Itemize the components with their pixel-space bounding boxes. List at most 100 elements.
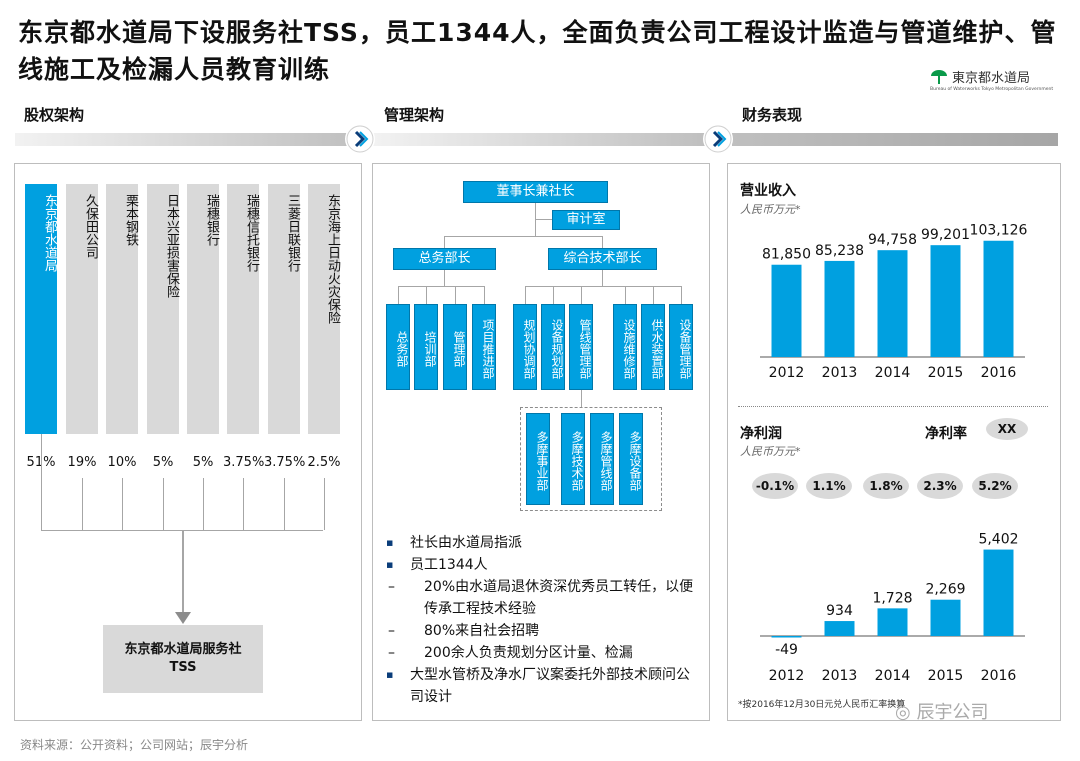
bar (983, 549, 1014, 636)
data-label: 85,238 (815, 243, 864, 259)
dept-box: 多摩管线部 (590, 413, 614, 505)
tick-label: 2013 (822, 365, 858, 381)
tss-target-box: 东京都水道局服务社 TSS (103, 625, 263, 693)
connector (681, 286, 682, 304)
tick-label: 2012 (769, 668, 805, 684)
connector (444, 236, 445, 248)
bar (983, 240, 1014, 357)
connector (82, 478, 83, 530)
tick-label: 2014 (875, 668, 911, 684)
tama-group (520, 407, 662, 511)
logo-subtitle: Bureau of Waterworks Tokyo Metropolitan … (930, 87, 1054, 92)
tick-label: 2015 (928, 668, 964, 684)
bar (877, 250, 908, 357)
connector (444, 236, 602, 237)
watermark: ◎ 辰宇公司 (895, 698, 988, 724)
data-label: 1,728 (872, 590, 912, 606)
connector (398, 286, 399, 304)
shareholder-8: 东京海上日动火灾保险 (308, 184, 340, 434)
connector (625, 286, 626, 304)
revenue-title: 营业收入 (740, 183, 796, 199)
ownership-bar (15, 133, 360, 146)
connector (182, 530, 184, 616)
connector (602, 236, 603, 248)
page-title: 东京都水道局下设服务社TSS，员工1344人，全面负责公司工程设计监造与管道维护… (18, 18, 1057, 84)
org-tech-head: 综合技术部长 (548, 248, 657, 270)
bar (877, 608, 908, 636)
wechat-icon: ◎ (895, 702, 911, 723)
data-label: 94,758 (868, 232, 917, 248)
shareholder-pct: 3.75% (223, 455, 265, 470)
connector (398, 286, 484, 287)
dept-box: 培训部 (414, 304, 438, 390)
shareholder-pct: 3.75% (264, 455, 306, 470)
margin-value: 2.3% (917, 473, 963, 499)
logo: 東京都水道局 Bureau of Waterworks Tokyo Metrop… (930, 67, 1060, 97)
note-item: 大型水管桥及净水厂议案委托外部技术顾问公司设计 (384, 664, 702, 708)
revenue-unit: 人民币万元* (740, 203, 801, 216)
dept-box: 多摩技术部 (561, 413, 585, 505)
connector (525, 286, 681, 287)
management-notes: 社长由水道局指派员工1344人20%由水道局退休资深优秀员工转任，以便传承工程技… (384, 532, 702, 708)
dept-box: 项目推进部 (472, 304, 496, 390)
data-label: 99,201 (921, 227, 970, 243)
shareholder-5: 瑞穗银行 (187, 184, 219, 434)
dept-box: 总务部 (386, 304, 410, 390)
section-ownership: 股权架构 (24, 106, 85, 124)
shareholder-7: 三菱日联银行 (268, 184, 300, 434)
org-general-head: 总务部长 (393, 248, 496, 270)
tick-label: 2014 (875, 365, 911, 381)
footnote: *按2016年12月30日元兑人民币汇率换算 (738, 700, 906, 710)
tick-label: 2016 (981, 668, 1017, 684)
connector (426, 286, 427, 304)
connector (581, 390, 582, 407)
data-label: 2,269 (925, 582, 965, 598)
shareholder-2: 久保田公司 (66, 184, 98, 434)
dept-box: 管线管理部 (569, 304, 593, 390)
connector (455, 286, 456, 304)
tss-name: 东京都水道局服务社 (124, 642, 242, 657)
note-item: 员工1344人 (384, 554, 702, 576)
note-item: 社长由水道局指派 (384, 532, 702, 554)
tick-label: 2013 (822, 668, 858, 684)
tick-label: 2012 (769, 365, 805, 381)
connector (525, 286, 526, 304)
finance-bar (732, 133, 1058, 146)
shareholder-pct: 2.5% (307, 455, 341, 470)
connector (602, 270, 603, 286)
connector (581, 286, 582, 304)
dept-box: 设备管理部 (669, 304, 693, 390)
bar (930, 245, 961, 357)
connector (122, 478, 123, 530)
shareholder-pct: 19% (67, 455, 97, 470)
connector (535, 219, 552, 220)
margin-value: -0.1% (752, 473, 798, 499)
tss-abbr: TSS (169, 660, 197, 675)
org-audit: 审计室 (552, 210, 620, 230)
profit-chart: -49 2012 934 2013 1,728 2014 2,269 2015 5,402 201… (760, 532, 1025, 684)
connector (243, 478, 244, 530)
shareholder-6: 瑞穗信托银行 (227, 184, 259, 434)
note-item: 200余人负责规划分区计量、检漏 (384, 642, 702, 664)
profit-unit: 人民币万元* (740, 445, 801, 458)
margin-title: 净利率 (925, 426, 967, 442)
org-chairman: 董事长兼社长 (463, 181, 608, 203)
data-label: 103,126 (970, 223, 1028, 239)
data-label: 5,402 (978, 532, 1018, 548)
tick-label: 2015 (928, 365, 964, 381)
logo-text: 東京都水道局 (952, 71, 1031, 86)
connector (324, 478, 325, 530)
margin-value: 1.1% (806, 473, 852, 499)
connector (284, 478, 285, 530)
connector (163, 478, 164, 530)
tick-label: 2016 (981, 365, 1017, 381)
connector (553, 286, 554, 304)
margin-value: 5.2% (972, 473, 1018, 499)
section-management: 管理架构 (384, 106, 445, 124)
shareholder-pct: 10% (107, 455, 137, 470)
arrow-down-icon (175, 612, 191, 624)
dept-box: 管理部 (443, 304, 467, 390)
watermark-text: 辰宇公司 (916, 702, 989, 723)
waterworks-logo-icon (931, 70, 947, 84)
data-label: 934 (826, 603, 853, 619)
